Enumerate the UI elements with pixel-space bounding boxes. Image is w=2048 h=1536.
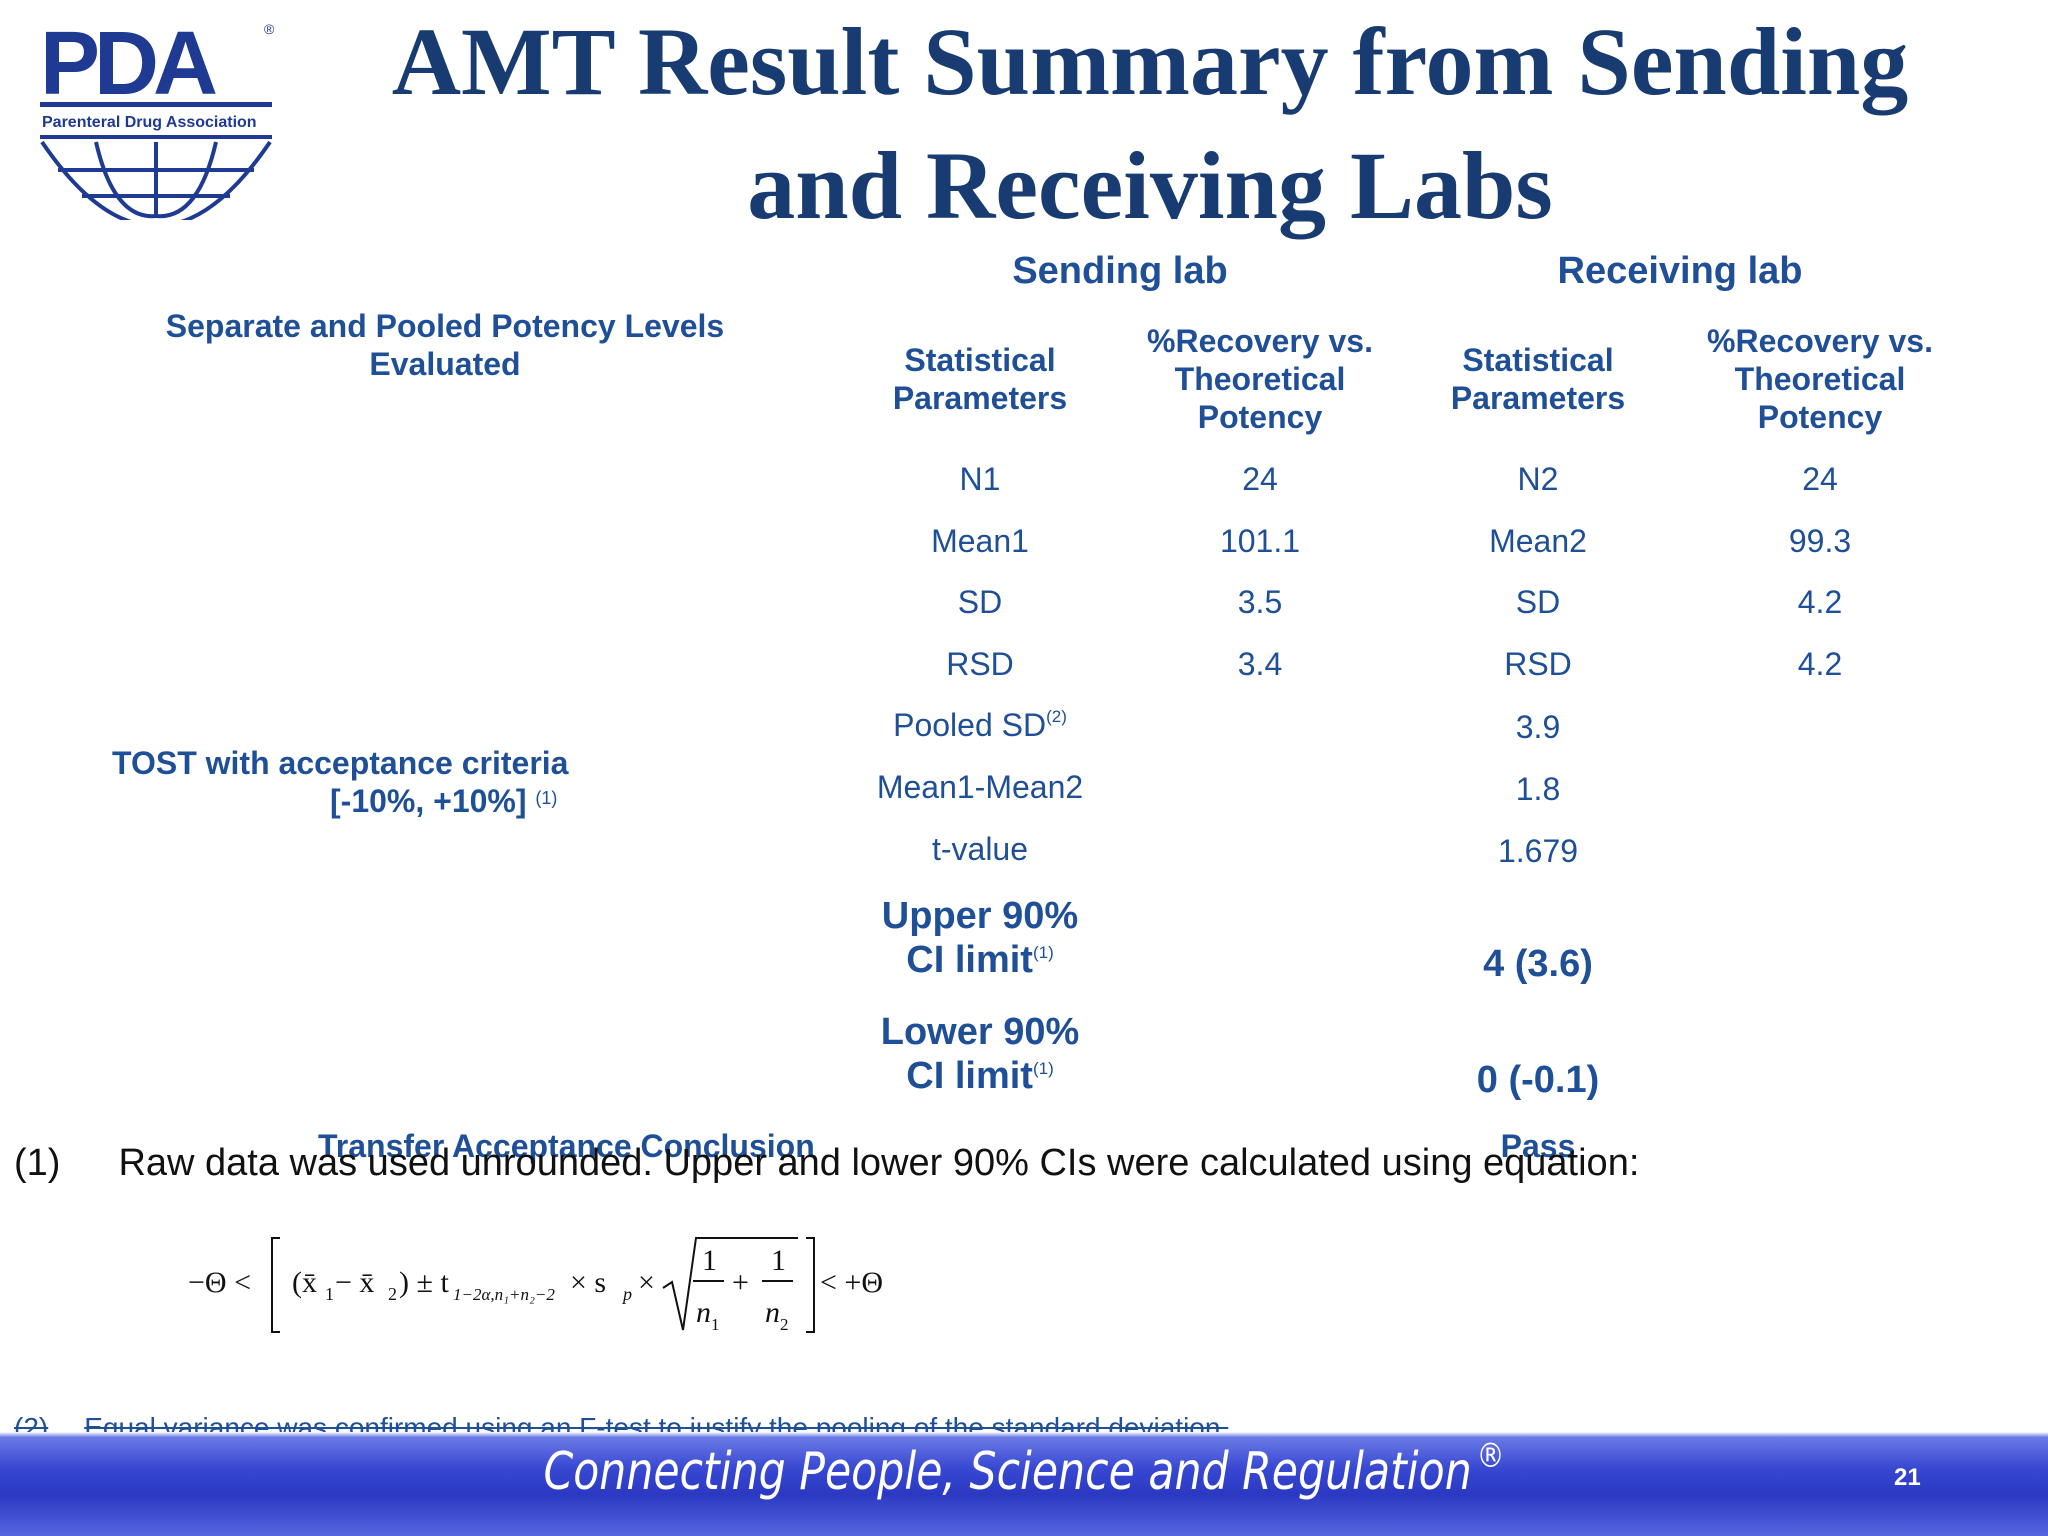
sending-lab-header: Sending lab (1012, 250, 1228, 292)
globe-icon (40, 140, 272, 228)
header-text: Parameters (892, 380, 1068, 416)
upper-ci-value: 4 (3.6) (1483, 943, 1593, 985)
table-cell: 99.3 (1788, 523, 1852, 559)
table-cell: 24 (1242, 461, 1278, 497)
footnote-1: (1) Raw data was used unrounded. Upper an… (14, 1142, 1639, 1185)
page-title: AMT Result Summary from Sending and Rece… (300, 0, 2000, 248)
header-text: Potency (1757, 399, 1883, 435)
conclusion-label: Transfer Acceptance Conclusion (318, 1128, 815, 1164)
receiving-recovery-header: %Recovery vs. Theoretical Potency (1680, 322, 1960, 436)
table-cell: Mean2 (1489, 523, 1587, 559)
eq-sub: 1 (711, 1315, 720, 1334)
lower-ci-value: 0 (-0.1) (1476, 1059, 1600, 1101)
header-text: Theoretical (1174, 361, 1346, 397)
table-cell: SD (1515, 584, 1561, 620)
left-heading-line-1: Separate and Pooled Potency Levels (165, 308, 725, 344)
pooled-sd-value: 3.9 (1515, 709, 1561, 745)
label-text: CI limit (906, 939, 1033, 981)
table-cell: 4.2 (1797, 646, 1843, 682)
footnote-marker: (1) (1032, 1059, 1054, 1078)
pda-logo: PDA ® Parenteral Drug Association (36, 14, 286, 228)
sending-recovery-header: %Recovery vs. Theoretical Potency (1120, 322, 1400, 436)
eq-sub: p (621, 1284, 632, 1304)
ci-equation: −Θ < (x̄ 1 − x̄ 2 ) ± t 1−2α,n₁+n₂−2 × s… (188, 1230, 908, 1340)
page-number: 21 (1894, 1464, 1921, 1491)
conclusion-value: Pass (1500, 1128, 1576, 1164)
eq-part: 1 (702, 1244, 717, 1277)
table-cell: 101.1 (1219, 523, 1301, 559)
eq-part: (x̄ (292, 1266, 317, 1299)
lower-ci-label: Lower 90% CI limit(1) (860, 1010, 1100, 1105)
eq-part: n (696, 1296, 711, 1329)
header-text: Statistical (1462, 342, 1614, 378)
table-cell: 4.2 (1797, 584, 1843, 620)
label-text: Lower 90% (880, 1011, 1080, 1053)
receiving-stat-params-header: Statistical Parameters (1418, 341, 1658, 417)
pooled-sd-label: Pooled SD(2) (860, 707, 1100, 744)
mean-diff-label: Mean1-Mean2 (876, 769, 1084, 805)
footer-slogan: Connecting People, Science and Regulatio… (184, 1436, 1863, 1502)
table-cell: SD (957, 584, 1003, 620)
table-cell: 3.5 (1237, 584, 1283, 620)
table-cell: RSD (946, 646, 1014, 682)
title-line-2: and Receiving Labs (747, 132, 1553, 239)
tost-line-2: [-10%, +10%] (1) (112, 782, 672, 825)
header-text: Potency (1197, 399, 1323, 435)
title-line-1: AMT Result Summary from Sending (391, 8, 1909, 115)
eq-sub: 2 (388, 1284, 397, 1304)
footer-band (0, 1432, 2048, 1536)
table-cell: RSD (1504, 646, 1572, 682)
footnote-marker: (1) (535, 788, 558, 808)
header-text: Statistical (904, 342, 1056, 378)
sending-stat-params-header: Statistical Parameters (860, 341, 1100, 417)
eq-sub: 1 (325, 1284, 334, 1304)
eq-sub: 1−2α,n₁+n₂−2 (453, 1285, 555, 1304)
t-value-label: t-value (931, 831, 1029, 867)
t-value-value: 1.679 (1497, 833, 1579, 869)
slogan-text: Connecting People, Science and Regulatio… (543, 1442, 1472, 1502)
eq-sub: 2 (780, 1315, 789, 1334)
eq-part: ) ± t (399, 1266, 449, 1299)
table-cell: Mean1 (931, 523, 1029, 559)
header-text: %Recovery vs. (1147, 323, 1373, 359)
table-cell: N2 (1517, 461, 1559, 497)
footnote-number: (1) (14, 1142, 61, 1184)
pda-logo-registered-mark: ® (264, 21, 275, 37)
table-cell: N1 (959, 461, 1001, 497)
mean-diff-value: 1.8 (1515, 771, 1561, 807)
tost-line-1: TOST with acceptance criteria (112, 745, 569, 781)
eq-part: × s (570, 1266, 606, 1299)
equation-graphic: −Θ < (x̄ 1 − x̄ 2 ) ± t 1−2α,n₁+n₂−2 × s… (188, 1237, 883, 1334)
label-text: Pooled SD (893, 707, 1047, 743)
tost-label: TOST with acceptance criteria [-10%, +10… (112, 744, 672, 825)
footnote-marker: (2) (1046, 707, 1067, 726)
upper-ci-label: Upper 90% CI limit(1) (860, 894, 1100, 989)
eq-part: + (732, 1266, 749, 1299)
left-heading-line-2: Evaluated (369, 346, 521, 382)
header-text: Theoretical (1734, 361, 1906, 397)
receiving-lab-header: Receiving lab (1557, 250, 1803, 292)
table-cell: 3.4 (1237, 646, 1283, 682)
pda-logo-graphic: PDA ® Parenteral Drug Association (40, 14, 275, 228)
footnote-marker: (1) (1032, 943, 1054, 962)
eq-part: − x̄ (335, 1266, 374, 1299)
eq-part: × (638, 1266, 655, 1299)
footnote-text: Raw data was used unrounded. Upper and l… (118, 1142, 1640, 1184)
label-text: Upper 90% (881, 895, 1079, 937)
eq-part: n (765, 1296, 780, 1329)
table-cell: 24 (1802, 461, 1838, 497)
eq-right: < +Θ (820, 1266, 883, 1299)
eq-left: −Θ < (188, 1266, 251, 1299)
eq-part: 1 (771, 1244, 786, 1277)
label-text: CI limit (906, 1055, 1033, 1097)
pda-logo-letters: PDA (40, 20, 216, 114)
registered-mark: ® (1476, 1436, 1505, 1476)
header-text: %Recovery vs. (1707, 323, 1933, 359)
tost-criteria: [-10%, +10%] (330, 783, 527, 819)
pda-logo-subtitle: Parenteral Drug Association (42, 114, 257, 131)
header-text: Parameters (1450, 380, 1626, 416)
left-column-heading: Separate and Pooled Potency Levels Evalu… (130, 307, 760, 383)
